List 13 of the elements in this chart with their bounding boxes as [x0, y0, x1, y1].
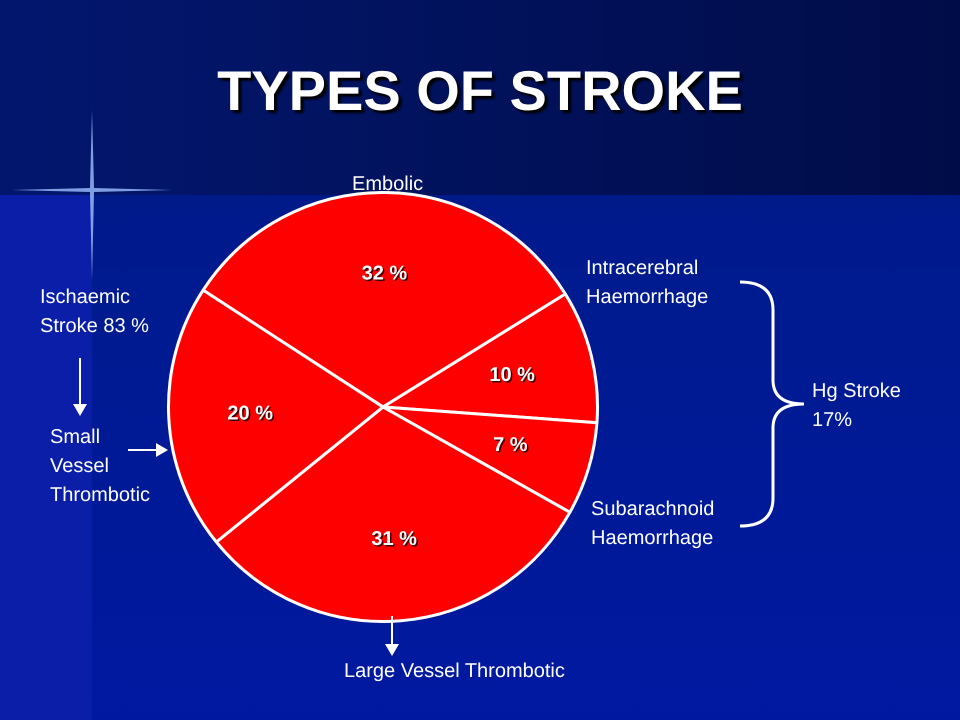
legend-label: Large Vessel Thrombotic — [344, 659, 565, 684]
data-label: 10 % — [490, 365, 537, 388]
chart-title: TYPES OF STROKE — [216, 58, 744, 123]
data-label: 32 % — [363, 264, 409, 286]
slice-label: Small Vessel Thrombotic — [50, 425, 150, 508]
data-label: 7 % — [494, 435, 530, 458]
text: Ischaemic Stroke 83 % — [40, 285, 150, 339]
slice-label: Intracerebral Haemorrhage — [586, 256, 710, 310]
text: Hg Stroke 17% — [812, 379, 902, 433]
data-label: 20 % — [228, 404, 275, 426]
data-label: 31 % — [372, 530, 419, 552]
slice-label: Embolic — [352, 172, 424, 197]
slice-label: Subarachnoid Haemorrhage — [591, 497, 716, 551]
